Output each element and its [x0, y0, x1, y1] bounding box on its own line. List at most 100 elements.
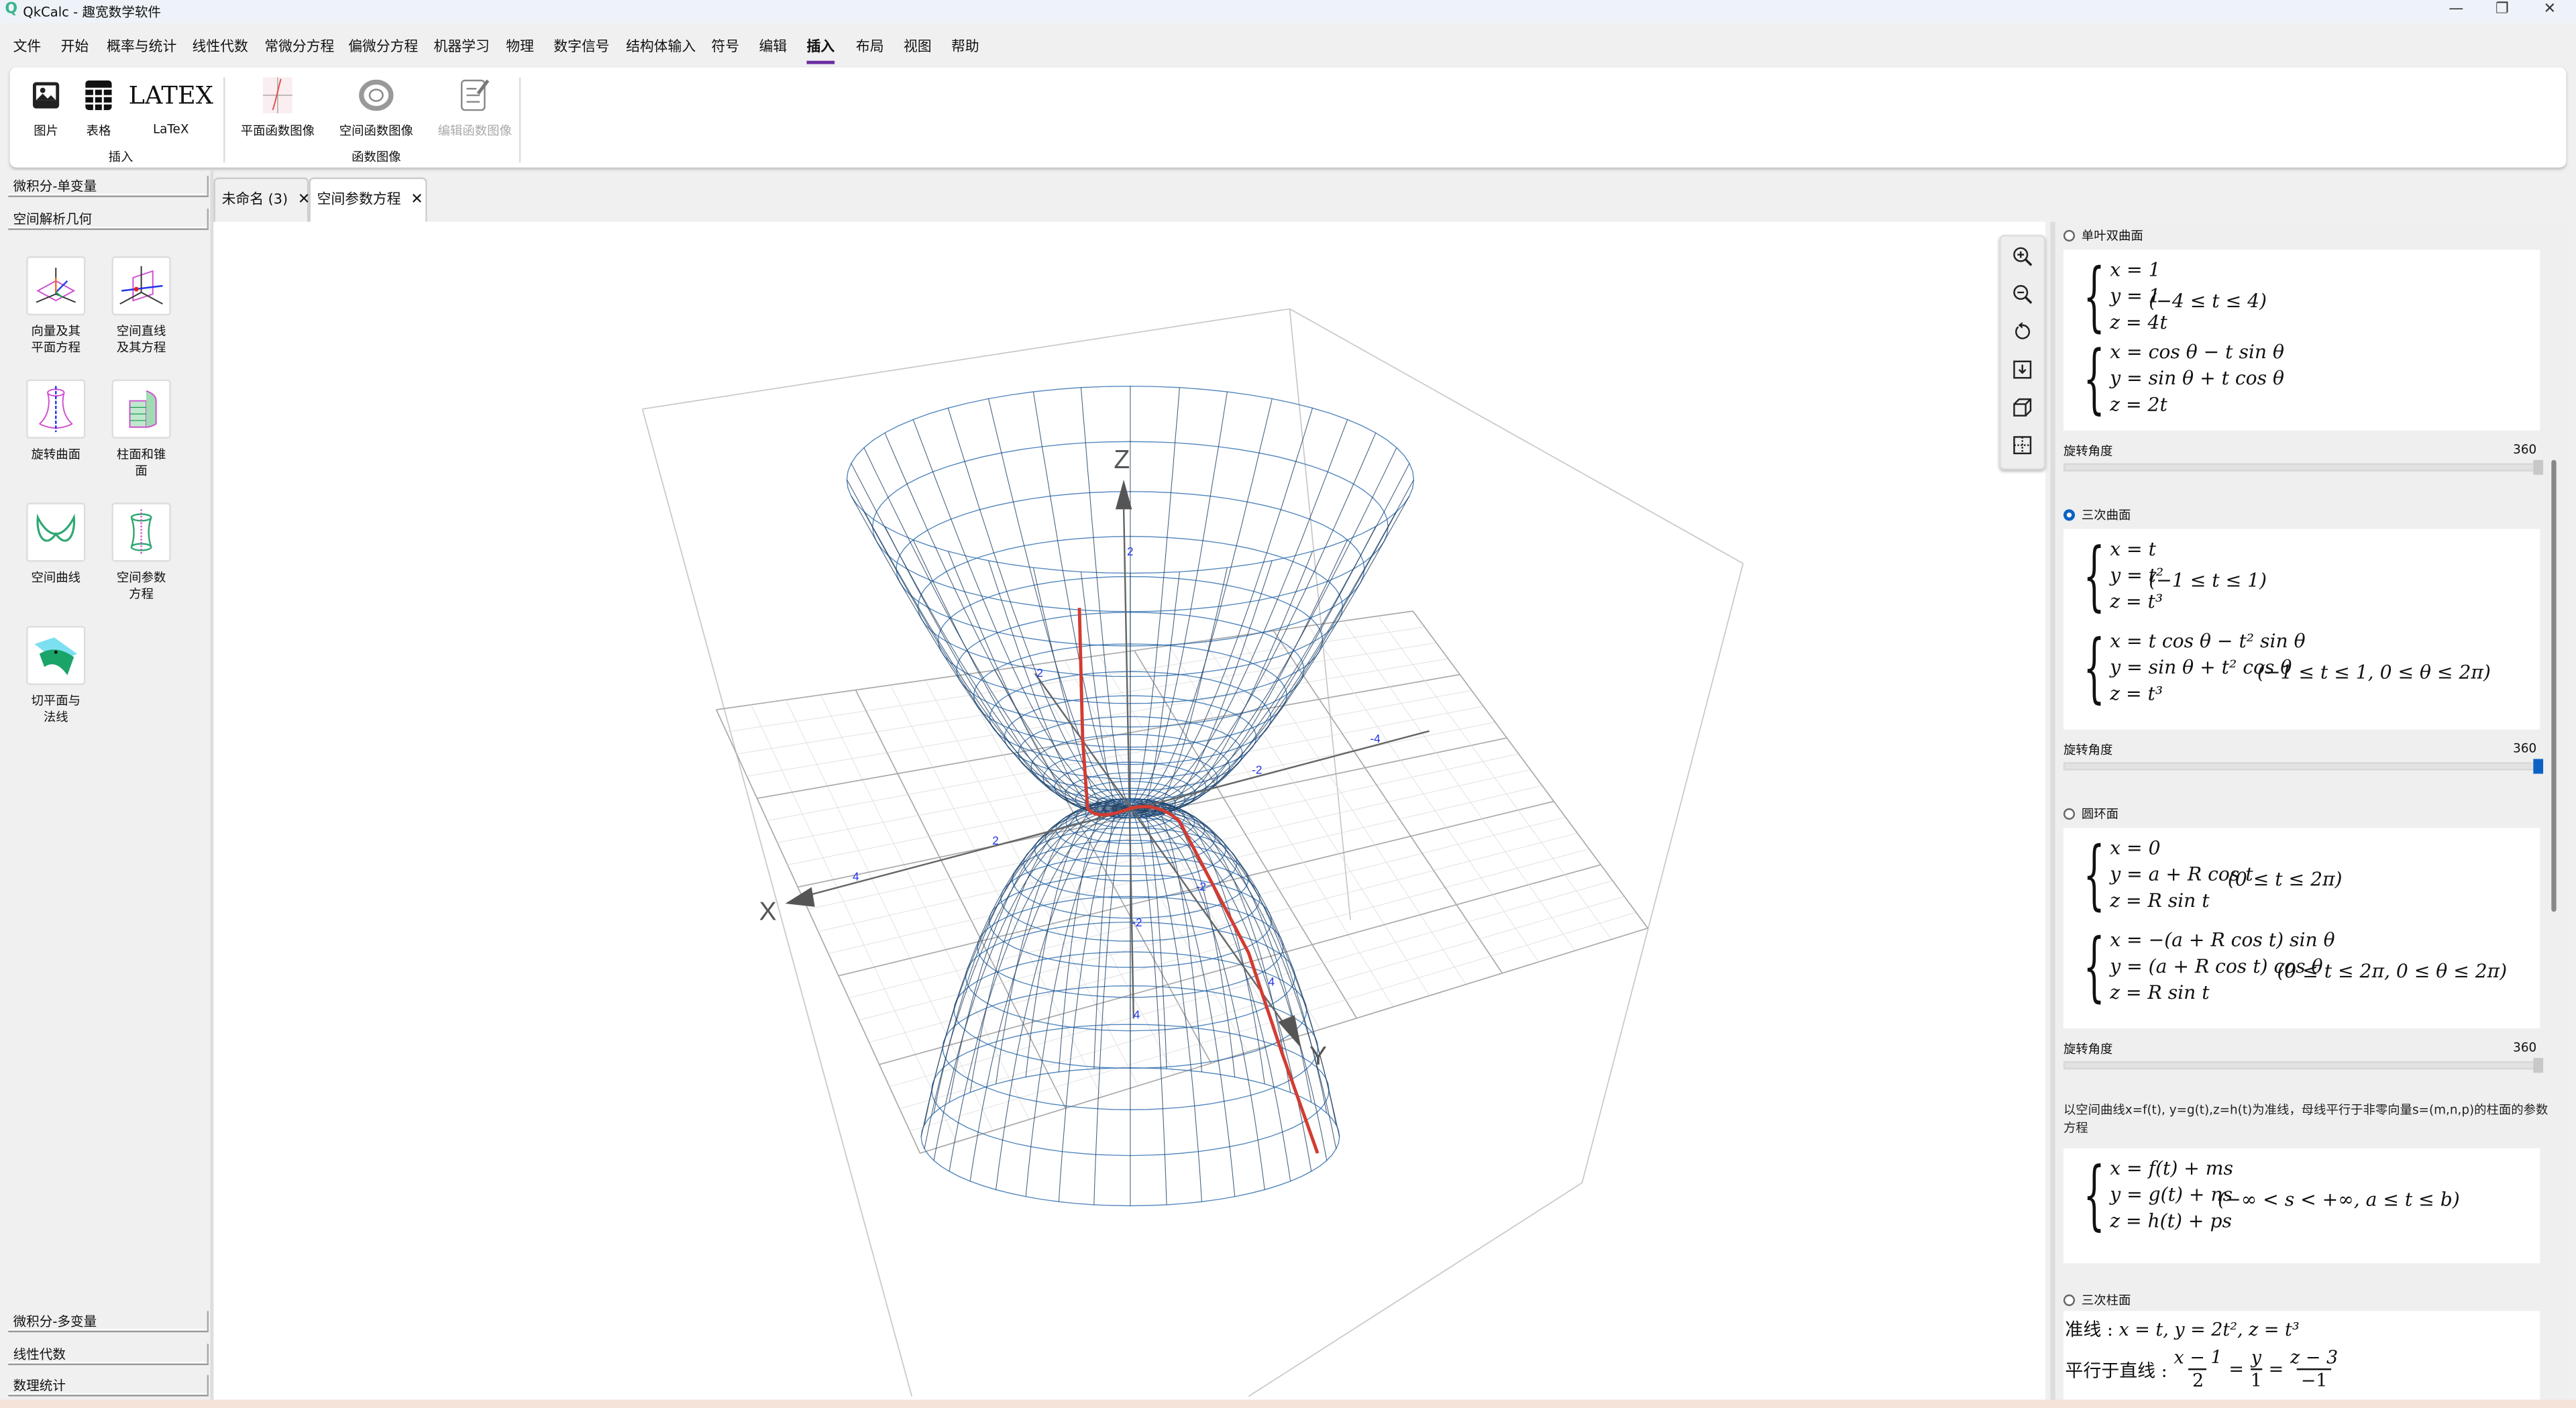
sidebar-tool-space-curve[interactable]: 空间曲线 [13, 502, 99, 586]
slider-handle[interactable] [2533, 459, 2544, 475]
condition: (0 ≤ t ≤ 2π, 0 ≤ θ ≤ 2π) [2277, 959, 2508, 983]
menu-4[interactable]: 常微分方程 [264, 39, 335, 56]
formula-line: x = cos θ − t sin θ [2110, 339, 2284, 364]
y-axis-arrow [1278, 1015, 1301, 1048]
plot-3d[interactable]: X Y Z 4 2 -2 -4 2 -2 4 2 -2 4 [213, 222, 2045, 1400]
bounding-box-edge [641, 409, 913, 1397]
menu-14[interactable]: 视图 [903, 39, 932, 56]
grid-line [1099, 655, 1321, 1030]
radio-0[interactable]: 单叶双曲面 [2063, 227, 2143, 245]
sidebar-section-calculus-multi[interactable]: 微积分-多变量 [8, 1311, 209, 1333]
menu-11[interactable]: 编辑 [759, 39, 788, 56]
tool-label: 空间参数 方程 [116, 570, 166, 602]
zoom-out-icon[interactable] [2008, 279, 2037, 309]
y-axis-label: Y [1309, 1042, 1327, 1071]
export-icon[interactable] [2008, 355, 2037, 384]
sidebar-tool-revolution-surface[interactable]: 旋转曲面 [13, 379, 99, 464]
rotation-angle-slider[interactable] [2063, 1058, 2544, 1073]
sidebar-splitter[interactable] [210, 170, 214, 1400]
tab-space-parametric[interactable]: 空间参数方程 ✕ [309, 177, 427, 222]
reset-rotation-icon[interactable] [2008, 317, 2037, 347]
slider-handle[interactable] [2533, 1058, 2544, 1073]
plot-3d-canvas[interactable]: X Y Z 4 2 -2 -4 2 -2 4 2 -2 4 [213, 221, 2046, 1400]
menu-9[interactable]: 结构体输入 [626, 39, 696, 56]
menu-10[interactable]: 符号 [711, 39, 740, 56]
3d-box-icon[interactable] [2008, 392, 2037, 422]
menu-12[interactable]: 插入 [806, 36, 835, 64]
bounding-box-edge [642, 308, 1290, 410]
menu-3[interactable]: 线性代数 [192, 39, 248, 56]
edit-plot-button[interactable]: 编辑函数图像 [437, 74, 513, 140]
minimize-button[interactable]: — [2449, 1, 2464, 18]
menu-6[interactable]: 机器学习 [433, 39, 490, 56]
condition: (0 ≤ t ≤ 2π) [2227, 867, 2343, 891]
menu-0[interactable]: 文件 [13, 39, 42, 56]
formula-cubic-cylinder: 准线 : x = t, y = 2t², z = t³ 平行于直线 : x − … [2063, 1311, 2540, 1400]
grid-line [828, 785, 1542, 955]
menu-15[interactable]: 帮助 [951, 39, 979, 56]
plane-plot-button[interactable]: 平面函数图像 [240, 74, 316, 140]
formula-line: z = 4t [2110, 310, 2167, 334]
formula-line: y = g(t) + ns [2110, 1183, 2233, 1206]
menu-5[interactable]: 偏微分方程 [348, 39, 419, 56]
menu-2[interactable]: 概率与统计 [107, 39, 177, 56]
sidebar-section-linear-algebra[interactable]: 线性代数 [8, 1344, 209, 1366]
z-axis-label: Z [1114, 445, 1130, 474]
insert-image-button[interactable]: 图片 [26, 74, 66, 140]
grid-line [838, 800, 1554, 977]
sidebar-tool-tangent-plane[interactable]: 切平面与 法线 [13, 626, 99, 726]
sidebar-section-space-geometry[interactable]: 空间解析几何 [8, 209, 209, 230]
sidebar-section-calculus-single[interactable]: 微积分-单变量 [8, 176, 209, 197]
group-divider [223, 77, 225, 163]
insert-table-button[interactable]: 表格 [79, 74, 119, 140]
rotation-angle-label: 旋转角度 [2063, 742, 2113, 757]
y-axis [1034, 673, 1291, 1032]
slider-handle[interactable] [2533, 759, 2544, 774]
space-plot-button[interactable]: 空间函数图像 [338, 74, 414, 140]
formula-line: y = a + R cos t [2110, 862, 2253, 886]
rotation-angle-value: 360 [2513, 741, 2537, 756]
grid-icon[interactable] [2008, 431, 2037, 460]
grid-line [1308, 625, 1539, 963]
close-button[interactable]: ✕ [2543, 1, 2557, 18]
canvas-toolbar [1999, 235, 2046, 470]
tool-label: 空间曲线 [31, 570, 81, 585]
formula-line: x = f(t) + ms [2110, 1156, 2233, 1180]
group-divider [519, 77, 521, 163]
grid-line [920, 927, 1648, 1154]
sidebar-tool-vector-plane[interactable]: 向量及其 平面方程 [13, 256, 99, 356]
zoom-in-icon[interactable] [2008, 241, 2037, 271]
rotation-angle-label: 旋转角度 [2063, 443, 2113, 459]
sidebar-tool-space-line[interactable]: 空间直线 及其方程 [99, 256, 184, 356]
sidebar-section-statistics[interactable]: 数理统计 [8, 1374, 209, 1397]
rotation-angle-slider[interactable] [2063, 759, 2544, 774]
space-parametric-icon [111, 502, 171, 562]
tool-label: 切平面与 法线 [31, 693, 81, 725]
space-plot-icon [338, 74, 414, 117]
menu-7[interactable]: 物理 [506, 39, 534, 56]
space-curve-icon [26, 502, 86, 562]
formula-line: x = −(a + R cos t) sin θ [2110, 928, 2335, 951]
menu-1[interactable]: 开始 [60, 39, 89, 56]
sidebar-tool-space-parametric[interactable]: 空间参数 方程 [99, 502, 184, 602]
radio-cubic-cylinder[interactable]: 三次柱面 [2063, 1291, 2131, 1309]
condition: (−1 ≤ t ≤ 1) [2149, 568, 2267, 592]
panel-scrollbar[interactable] [2551, 459, 2557, 912]
bounding-box-edge [1289, 308, 1743, 564]
x-tick-label: -4 [1370, 732, 1381, 745]
menu-13[interactable]: 布局 [855, 39, 884, 56]
insert-latex-button[interactable]: LATEX LaTeX [129, 74, 213, 136]
z-axis [1122, 509, 1135, 1019]
maximize-button[interactable]: ❐ [2495, 1, 2509, 18]
close-tab-icon[interactable]: ✕ [411, 192, 423, 209]
close-tab-icon[interactable]: ✕ [297, 192, 311, 209]
rotation-angle-slider[interactable] [2063, 459, 2544, 475]
tab-untitled-3[interactable]: 未命名 (3) ✕ [213, 177, 311, 222]
surface-meridian [1130, 526, 1377, 1172]
sidebar-tool-cylinder-cone[interactable]: 柱面和锥 面 [99, 379, 184, 480]
menu-8[interactable]: 数字信号 [553, 39, 610, 56]
radio-2[interactable]: 圆环面 [2063, 805, 2118, 823]
radio-1[interactable]: 三次曲面 [2063, 506, 2131, 524]
